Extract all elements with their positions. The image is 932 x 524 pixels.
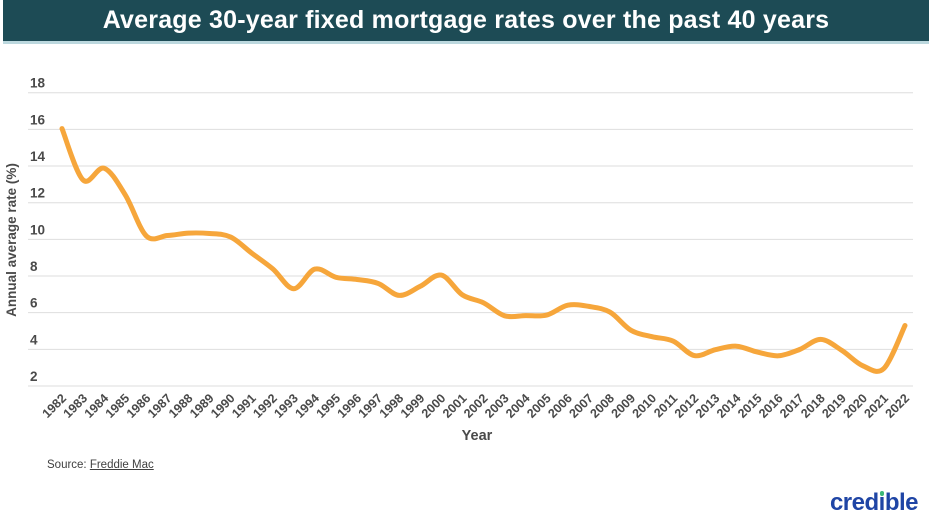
y-tick-label: 2 (30, 369, 38, 384)
y-tick-label: 6 (30, 296, 38, 311)
logo-part2: ble (884, 489, 919, 516)
y-tick-label: 14 (30, 149, 46, 164)
page-title: Average 30-year fixed mortgage rates ove… (102, 6, 830, 34)
y-tick-label: 10 (30, 222, 45, 237)
logo-i-dot (879, 491, 885, 496)
logo-i: ı (878, 489, 886, 516)
y-tick-label: 18 (30, 76, 46, 91)
y-tick-label: 4 (30, 332, 38, 347)
y-tick-label: 16 (30, 112, 46, 127)
y-tick-label: 12 (30, 186, 45, 201)
title-accent-strip (3, 41, 929, 44)
x-axis-title: Year (462, 428, 493, 444)
credible-logo: credı ble (829, 489, 919, 517)
y-axis-title: Annual average rate (%) (4, 163, 19, 317)
source-line: Source: Freddie Mac (47, 459, 154, 471)
y-tick-label: 8 (30, 259, 38, 274)
source-link[interactable]: Freddie Mac (89, 459, 154, 471)
title-bar: Average 30-year fixed mortgage rates ove… (3, 0, 929, 41)
source-prefix: Source: (47, 459, 90, 471)
rate-line (59, 126, 908, 374)
x-tick-label: 2022 (883, 391, 913, 421)
logo-part1: cred (829, 489, 879, 516)
